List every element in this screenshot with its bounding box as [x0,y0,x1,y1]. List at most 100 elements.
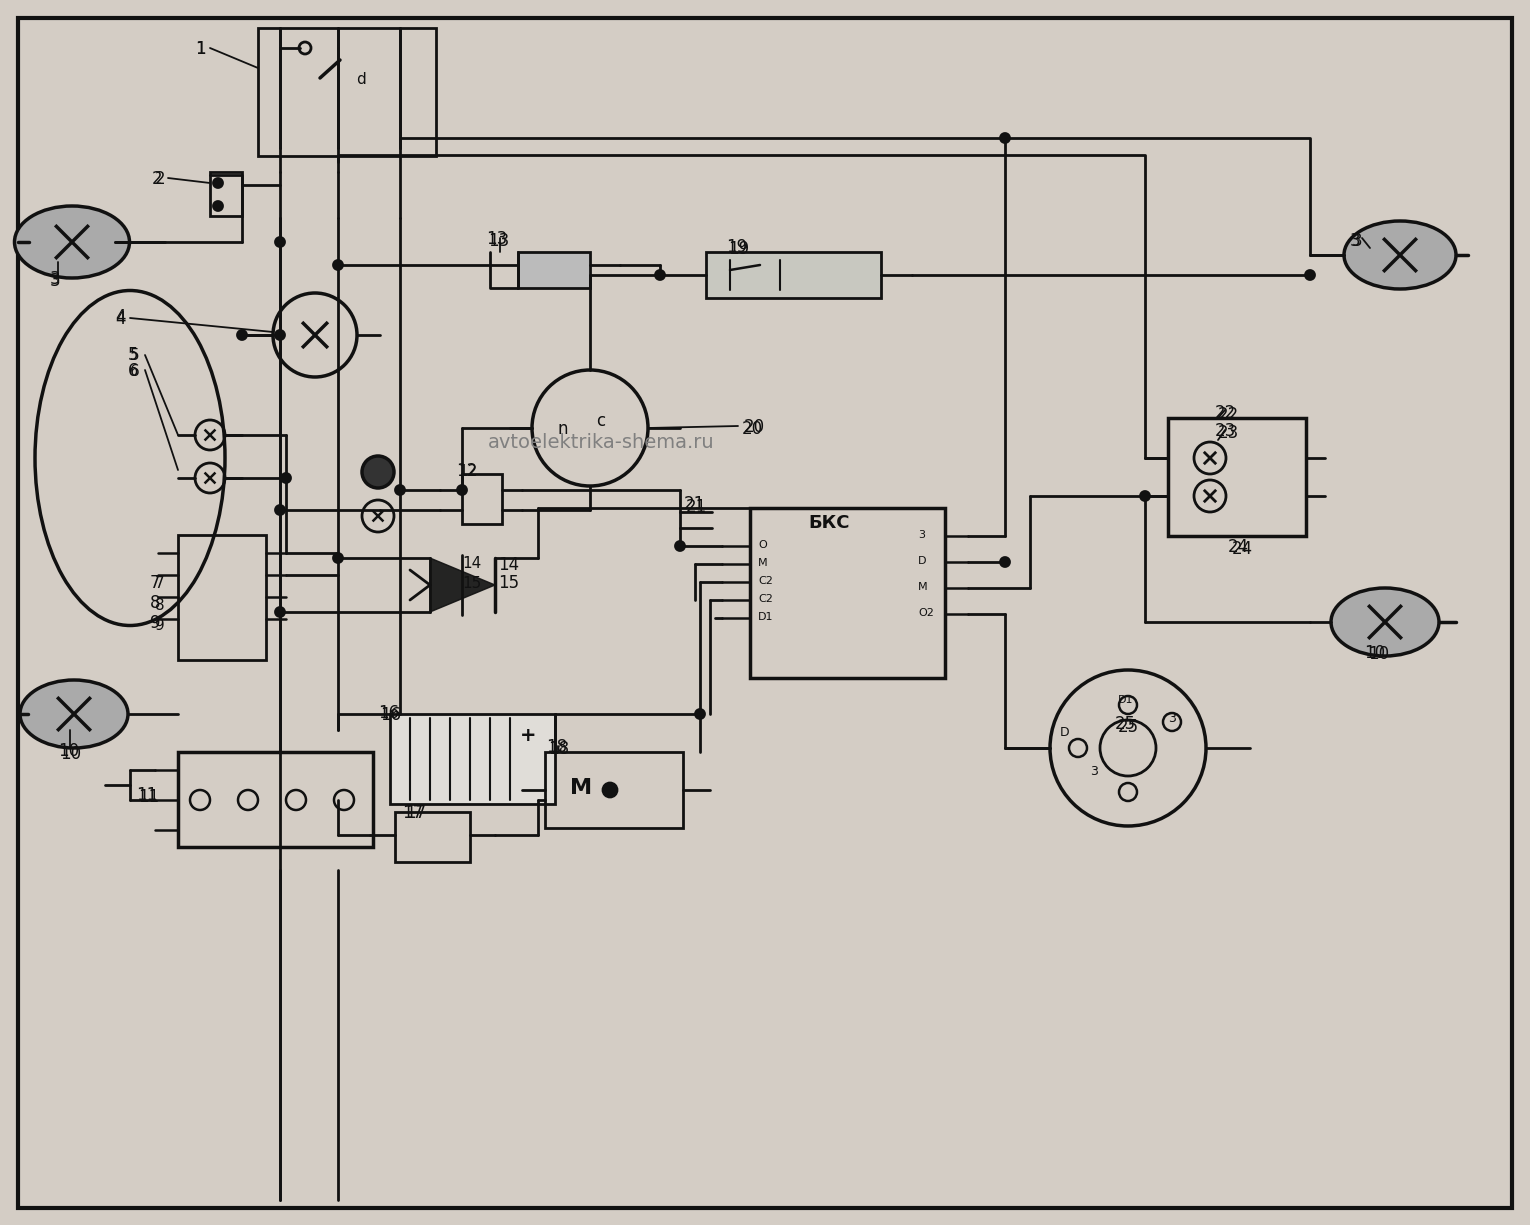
Text: 5: 5 [129,345,139,364]
Text: 10: 10 [60,745,81,763]
Text: d: d [356,72,366,87]
Text: 14: 14 [462,556,482,571]
Circle shape [237,331,246,339]
Text: 18: 18 [546,737,568,756]
Text: 13: 13 [488,232,509,250]
Text: 13: 13 [487,230,508,247]
Text: 20: 20 [744,418,765,436]
Ellipse shape [1331,588,1440,657]
Text: D: D [1060,726,1069,739]
Text: 8: 8 [150,594,161,612]
Text: c: c [597,412,606,430]
Text: М: М [571,778,592,797]
Text: 24: 24 [1229,538,1248,556]
Text: О: О [757,540,767,550]
Text: БКС: БКС [808,514,849,532]
Text: 12: 12 [456,462,477,480]
Bar [210,172,242,216]
Text: 1: 1 [194,40,205,58]
Text: 3: 3 [1353,232,1363,250]
Text: 7: 7 [155,576,165,590]
Text: О2: О2 [918,608,933,617]
Text: 7: 7 [150,575,161,592]
Text: 3: 3 [1349,232,1360,250]
Bar [177,535,266,660]
Circle shape [214,201,222,211]
Text: n: n [558,420,569,439]
Text: 22: 22 [1218,405,1239,424]
Text: 11: 11 [136,786,158,804]
Text: 25: 25 [1115,715,1137,733]
Text: М: М [757,559,768,568]
Text: 6: 6 [129,363,139,380]
Circle shape [676,541,684,550]
Text: 11: 11 [138,788,159,806]
Bar [259,28,436,156]
Text: 12: 12 [457,464,477,479]
Polygon shape [430,559,496,612]
Text: 20: 20 [742,420,763,439]
Text: 23: 23 [1218,424,1239,442]
Ellipse shape [14,206,130,278]
Text: 19: 19 [727,238,747,256]
Text: 9: 9 [150,614,161,632]
Text: С2: С2 [757,576,773,586]
Text: 24: 24 [1232,540,1253,559]
Ellipse shape [20,680,129,748]
Text: 17: 17 [402,804,424,822]
Text: 25: 25 [1118,718,1140,736]
Text: 4: 4 [115,307,125,326]
Text: 16: 16 [379,706,401,724]
Text: 23: 23 [1215,421,1236,440]
Text: 9: 9 [155,617,165,633]
Text: 1: 1 [194,40,205,58]
Text: 22: 22 [1215,404,1236,421]
Text: 3: 3 [1089,764,1099,778]
Text: 2: 2 [155,170,165,187]
Text: 4: 4 [115,310,125,328]
Text: avtoelektrika-shema.ru: avtoelektrika-shema.ru [488,432,715,452]
Bar [519,252,591,288]
Text: D1: D1 [1118,695,1134,706]
Circle shape [696,709,704,719]
Bar [750,508,946,677]
Text: 18: 18 [548,740,569,758]
Text: 8: 8 [155,598,165,612]
Text: 21: 21 [685,499,707,516]
Bar [390,714,555,804]
Circle shape [1305,271,1314,279]
Text: 5: 5 [130,348,139,363]
Bar [177,752,373,846]
Text: М: М [918,582,927,592]
Circle shape [334,261,343,270]
Text: 3: 3 [50,272,61,290]
Circle shape [214,179,222,187]
Bar [545,752,682,828]
Circle shape [275,506,285,514]
Ellipse shape [1343,220,1457,289]
Text: 10: 10 [1368,646,1389,663]
Text: 2: 2 [151,170,162,187]
Circle shape [1001,557,1010,566]
Circle shape [457,485,467,495]
Text: 6: 6 [130,364,139,379]
Text: D: D [918,556,927,566]
Bar [395,812,470,862]
Circle shape [334,554,343,562]
Circle shape [275,608,285,616]
Circle shape [1001,134,1010,142]
Text: 14: 14 [497,556,519,575]
Circle shape [363,456,395,488]
Text: 15: 15 [497,575,519,592]
Text: 3: 3 [50,270,61,288]
Circle shape [395,485,404,495]
Bar [705,252,881,298]
Text: +: + [520,726,537,745]
Circle shape [282,474,291,483]
Text: 10: 10 [58,742,80,760]
Bar [462,474,502,524]
Text: 3: 3 [1167,712,1177,725]
Text: 16: 16 [378,704,399,722]
Text: 10: 10 [1365,644,1385,662]
Circle shape [603,783,617,797]
